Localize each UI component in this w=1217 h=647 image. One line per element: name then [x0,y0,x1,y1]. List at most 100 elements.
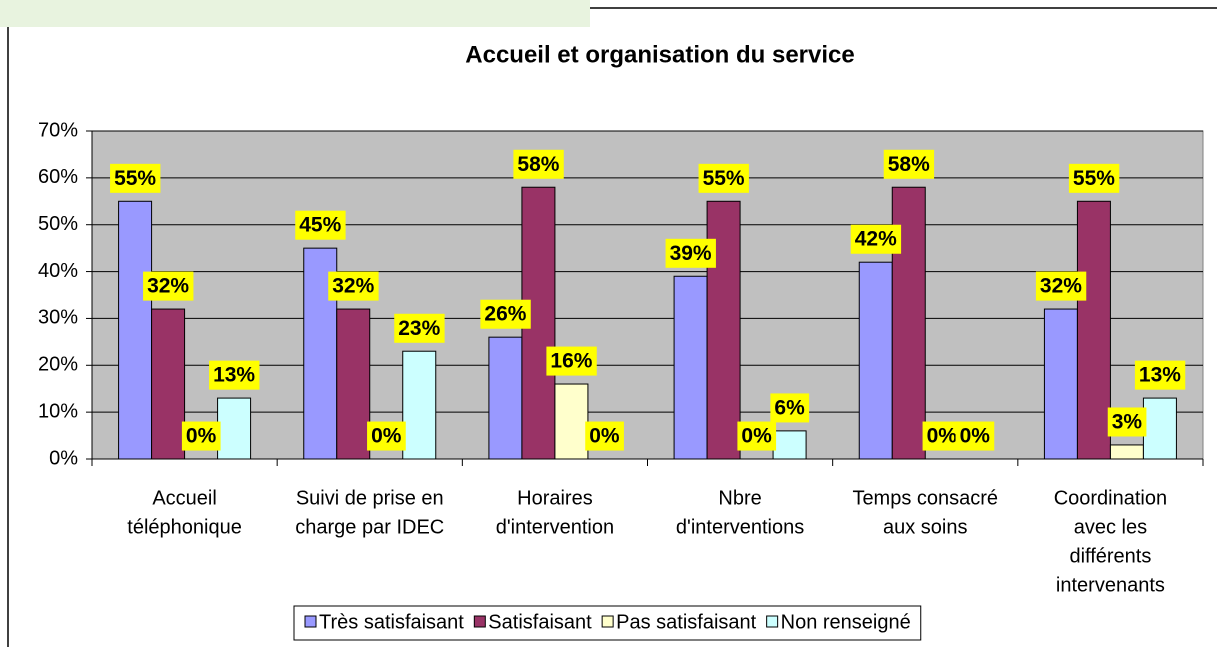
value-label: 55% [703,167,745,190]
y-tick-label: 70% [38,119,78,141]
value-label-bg [295,210,346,240]
legend-swatch [473,615,486,628]
x-tick-label: Coordination [1054,487,1167,509]
value-label: 23% [398,317,440,340]
value-label-group: 13% [1134,360,1186,390]
value-label-bg [394,313,445,343]
value-label-bg [513,149,564,179]
bar [673,275,708,460]
x-tick-label: intervenants [1056,574,1165,596]
legend-label: Non renseigné [781,611,911,633]
x-tick-label: d'interventions [676,516,804,538]
value-label: 45% [299,214,341,237]
legend-label: Très satisfaisant [319,611,464,633]
x-tick-label: aux soins [883,516,968,538]
value-label-group: 0% [585,421,624,451]
x-tick-label: d'intervention [496,516,614,538]
value-label-group: 55% [1068,163,1120,193]
bar [488,336,523,460]
value-label-group: 32% [328,271,379,301]
value-label-group: 6% [770,393,810,423]
value-label-group: 58% [883,149,935,179]
value-label: 55% [1073,167,1115,190]
value-label: 42% [855,228,897,251]
y-tick-label: 50% [38,213,78,235]
bar [1109,444,1144,460]
value-label-group: 0% [367,421,406,451]
value-label-bg [143,271,194,301]
value-label: 58% [888,153,930,176]
bar [772,430,807,460]
bar [858,261,893,460]
bar [1142,397,1177,460]
value-label-group: 55% [110,163,161,193]
value-label: 0% [960,425,991,448]
legend-label: Pas satisfaisant [616,611,757,633]
bar [554,383,589,460]
value-label-group: 16% [546,346,597,376]
value-label: 0% [186,425,217,448]
value-label: 32% [147,275,189,298]
bar [1076,200,1111,460]
legend-swatch [766,615,779,628]
value-label: 0% [589,425,620,448]
value-label: 3% [1112,410,1143,433]
x-tick-label: charge par IDEC [295,516,444,538]
value-label-bg [546,346,597,376]
value-label-group: 42% [850,224,902,254]
value-label: 0% [741,425,772,448]
value-label-bg [1035,271,1087,301]
bar [402,350,437,460]
y-tick-label: 30% [38,307,78,329]
value-label-group: 32% [1035,271,1087,301]
value-label-bg [367,421,406,451]
legend-swatch [601,615,614,628]
bar [1043,308,1078,460]
value-label: 0% [927,425,958,448]
value-label: 13% [1139,364,1181,387]
value-label: 55% [114,167,156,190]
value-label-bg [698,163,749,193]
value-label: 0% [371,425,402,448]
x-tick-label: Accueil [152,487,216,509]
value-label: 13% [213,364,255,387]
bar [217,397,252,460]
value-label-group: 3% [1107,407,1147,437]
value-label-group: 55% [698,163,749,193]
value-label-bg [328,271,379,301]
value-label-bg [737,421,777,451]
value-label-bg [480,299,531,329]
value-label: 39% [670,242,712,265]
value-label: 32% [332,275,374,298]
header-band [0,0,590,27]
x-tick-label: Suivi de prise en [296,487,444,509]
value-label-bg [209,360,260,390]
x-tick-label: avec les [1074,516,1147,538]
value-label-group: 32% [143,271,194,301]
value-label: 16% [550,350,592,373]
legend-swatch [304,615,317,628]
value-label-bg [665,238,716,268]
bar [118,200,153,460]
y-tick-label: 20% [38,354,78,376]
y-tick-label: 10% [38,400,78,422]
value-label-group: 13% [209,360,260,390]
x-tick-label: différents [1069,545,1151,567]
value-label: 58% [517,153,559,176]
x-tick-label: Horaires [517,487,593,509]
y-tick-label: 60% [38,166,78,188]
bar [151,308,186,460]
x-tick-label: Temps consacré [852,487,998,509]
value-label-bg [110,163,161,193]
value-label-group: 39% [665,238,716,268]
value-label-group: 45% [295,210,346,240]
value-label-bg [922,421,962,451]
value-label: 6% [774,396,805,419]
value-label-bg [1134,360,1186,390]
value-label-group: 0% [955,421,995,451]
value-label-group: 0% [181,421,221,451]
value-label-group: 0% [737,421,777,451]
value-label-bg [850,224,902,254]
value-label-bg [585,421,624,451]
